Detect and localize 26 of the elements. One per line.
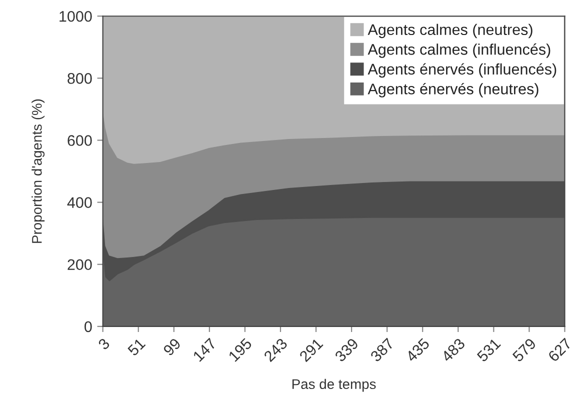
x-tick-label: 51 bbox=[127, 338, 146, 356]
x-tick-label: 291 bbox=[298, 338, 324, 362]
x-tick-label: 195 bbox=[228, 338, 252, 362]
x-tick-label: 243 bbox=[263, 338, 288, 362]
y-tick-label: 200 bbox=[68, 259, 92, 270]
y-tick-label: 800 bbox=[68, 73, 92, 84]
x-tick-label: 147 bbox=[192, 338, 217, 362]
x-tick-label: 483 bbox=[440, 338, 466, 363]
x-tick-label: 3 bbox=[98, 338, 110, 350]
x-tick-label: 99 bbox=[162, 338, 182, 356]
x-tick-label: 627 bbox=[548, 338, 572, 362]
y-tick-label: 600 bbox=[68, 135, 92, 146]
x-tick-label: 339 bbox=[334, 338, 359, 362]
legend-label: Agents énervés (influencés) bbox=[368, 63, 556, 78]
x-axis-title: Pas de temps bbox=[292, 378, 376, 392]
y-tick-label: 0 bbox=[84, 321, 92, 332]
legend-label: Agents calmes (neutres) bbox=[368, 24, 532, 38]
x-tick-label: 531 bbox=[476, 338, 502, 362]
y-tick-label: 400 bbox=[67, 197, 92, 208]
legend-label: Agents énervés (neutres) bbox=[368, 82, 538, 98]
x-tick-label: 387 bbox=[370, 338, 394, 362]
legend-label: Agents calmes (influencés) bbox=[368, 43, 550, 58]
x-tick-label: 435 bbox=[405, 338, 430, 363]
y-tick-label: 1000 bbox=[60, 10, 92, 22]
y-axis-title: Proportion d'agents (%) bbox=[32, 99, 45, 243]
x-tick-label: 579 bbox=[512, 338, 537, 362]
